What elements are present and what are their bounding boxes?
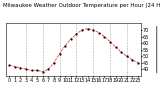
Text: Milwaukee Weather Outdoor Temperature per Hour (24 Hours): Milwaukee Weather Outdoor Temperature pe… bbox=[3, 3, 160, 8]
